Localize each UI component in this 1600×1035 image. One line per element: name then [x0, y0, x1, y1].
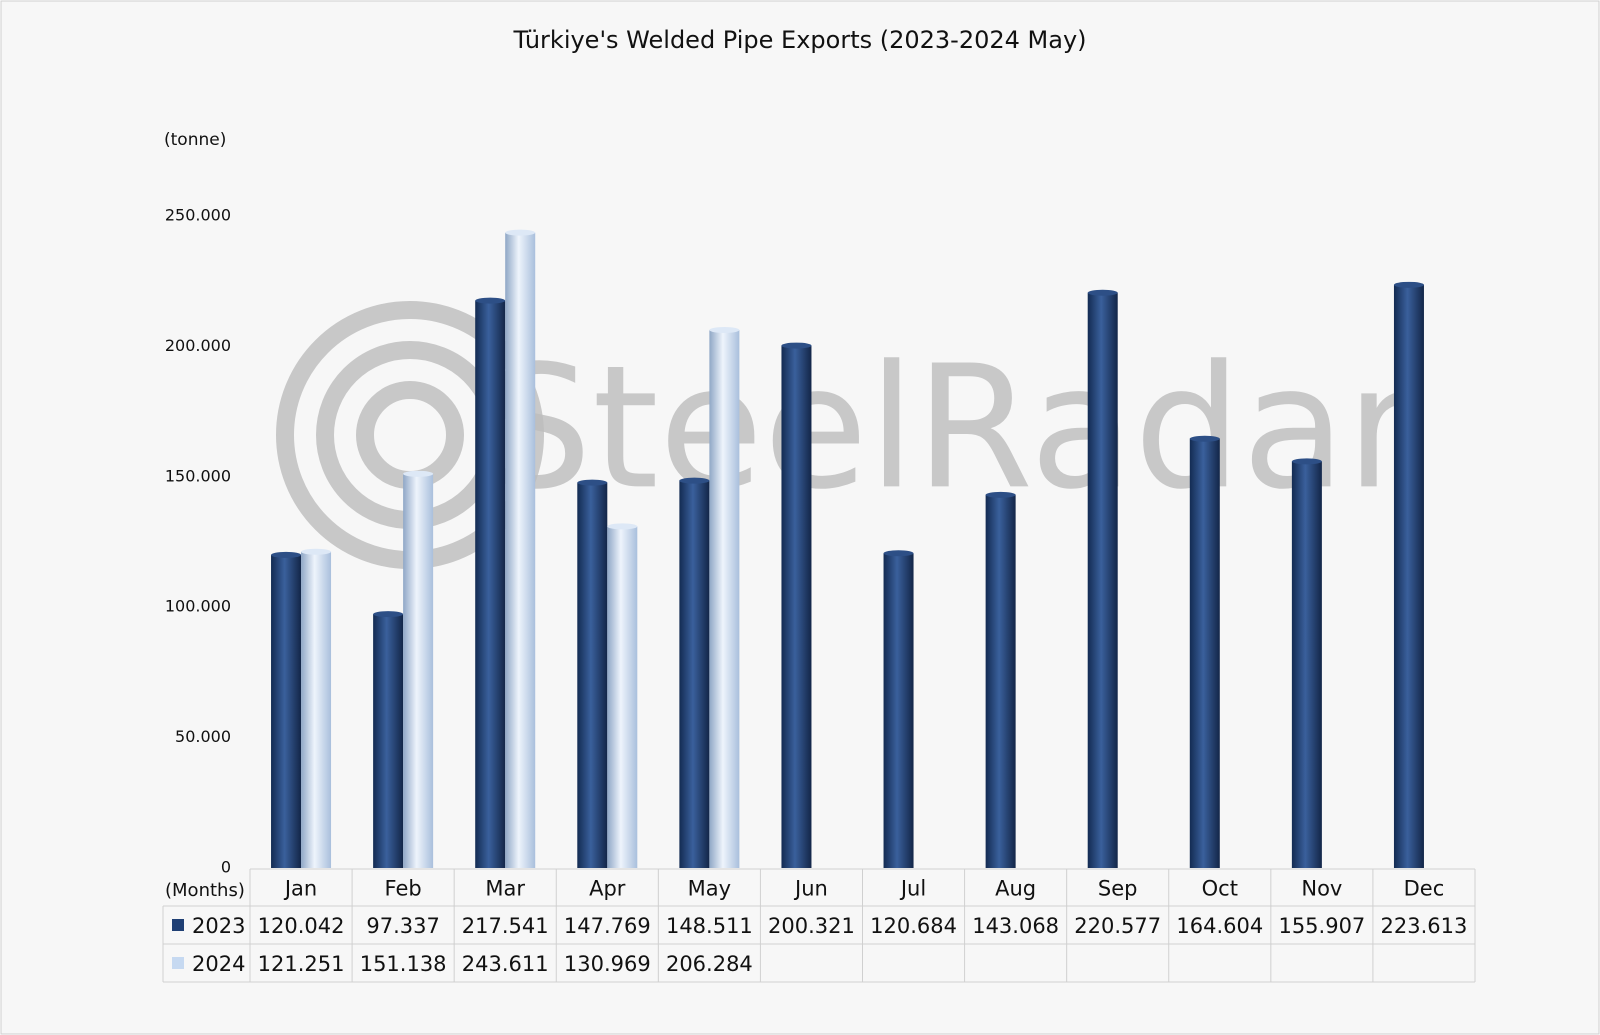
- x-tick-label: Dec: [1404, 877, 1445, 901]
- table-value: 121.251: [258, 952, 345, 976]
- x-tick-label: May: [688, 877, 731, 901]
- x-axis-label: (Months): [165, 880, 245, 901]
- y-axis-label: (tonne): [164, 130, 226, 150]
- y-tick-label: 50.000: [175, 727, 231, 746]
- bar: [1291, 461, 1322, 868]
- table-value: 151.138: [360, 952, 447, 976]
- table-value: 243.611: [462, 952, 549, 976]
- bar-cap: [1393, 281, 1424, 288]
- bar: [271, 554, 302, 868]
- table-value: 148.511: [666, 914, 753, 938]
- bar: [403, 473, 434, 868]
- bar: [301, 551, 332, 868]
- legend-label: 2024: [192, 952, 245, 976]
- bar: [1393, 284, 1424, 869]
- x-tick-label: Jan: [283, 877, 317, 901]
- bar: [607, 526, 638, 868]
- bar-cap: [301, 548, 332, 555]
- bar: [985, 494, 1016, 868]
- bar-cap: [781, 342, 812, 349]
- table-value: 147.769: [564, 914, 651, 938]
- bar-cap: [577, 479, 608, 486]
- bar: [1189, 438, 1220, 868]
- table-value: 120.042: [258, 914, 345, 938]
- y-tick-label: 200.000: [165, 336, 231, 355]
- x-tick-label: Mar: [485, 877, 525, 901]
- legend-label: 2023: [192, 914, 245, 938]
- bar: [577, 482, 608, 868]
- chart-title: Türkiye's Welded Pipe Exports (2023-2024…: [512, 26, 1086, 54]
- bar: [373, 614, 404, 868]
- table-value: 120.684: [870, 914, 957, 938]
- table-value: 217.541: [462, 914, 549, 938]
- bar-cap: [373, 611, 404, 618]
- bar: [883, 553, 914, 868]
- x-tick-label: Feb: [385, 877, 422, 901]
- bar-cap: [505, 229, 536, 236]
- x-tick-label: Nov: [1301, 877, 1342, 901]
- bar-cap: [475, 297, 506, 304]
- bar-cap: [709, 327, 740, 334]
- table-value: 206.284: [666, 952, 753, 976]
- y-tick-label: 150.000: [165, 466, 231, 485]
- bar-cap: [271, 551, 302, 558]
- bar-cap: [1087, 289, 1118, 296]
- watermark: SteelRadar: [484, 329, 1416, 527]
- bar: [709, 330, 740, 868]
- bar-cap: [679, 477, 710, 484]
- legend-swatch: [172, 919, 184, 931]
- bar-cap: [403, 470, 434, 477]
- bar: [475, 300, 506, 868]
- bar-cap: [1189, 435, 1220, 442]
- x-tick-label: Jul: [899, 877, 926, 901]
- y-tick-label: 100.000: [165, 597, 231, 616]
- y-tick-label: 250.000: [165, 206, 231, 225]
- table-value: 130.969: [564, 952, 651, 976]
- x-tick-label: Jun: [793, 877, 828, 901]
- table-value: 155.907: [1278, 914, 1365, 938]
- bar-cap: [607, 523, 638, 530]
- x-tick-label: Apr: [589, 877, 626, 901]
- x-tick-label: Oct: [1202, 877, 1238, 901]
- table-value: 164.604: [1176, 914, 1263, 938]
- bar: [505, 232, 536, 869]
- table-value: 200.321: [768, 914, 855, 938]
- bar: [781, 345, 812, 868]
- bar: [679, 480, 710, 868]
- x-tick-label: Aug: [995, 877, 1036, 901]
- table-value: 220.577: [1074, 914, 1161, 938]
- table-value: 223.613: [1381, 914, 1468, 938]
- table-value: 97.337: [366, 914, 439, 938]
- bar-cap: [1291, 458, 1322, 465]
- bar: [1087, 292, 1118, 868]
- x-tick-label: Sep: [1098, 877, 1138, 901]
- legend-swatch: [172, 957, 184, 969]
- table-value: 143.068: [972, 914, 1059, 938]
- bar-cap: [985, 491, 1016, 498]
- y-tick-label: 0: [221, 858, 231, 877]
- bar-cap: [883, 550, 914, 557]
